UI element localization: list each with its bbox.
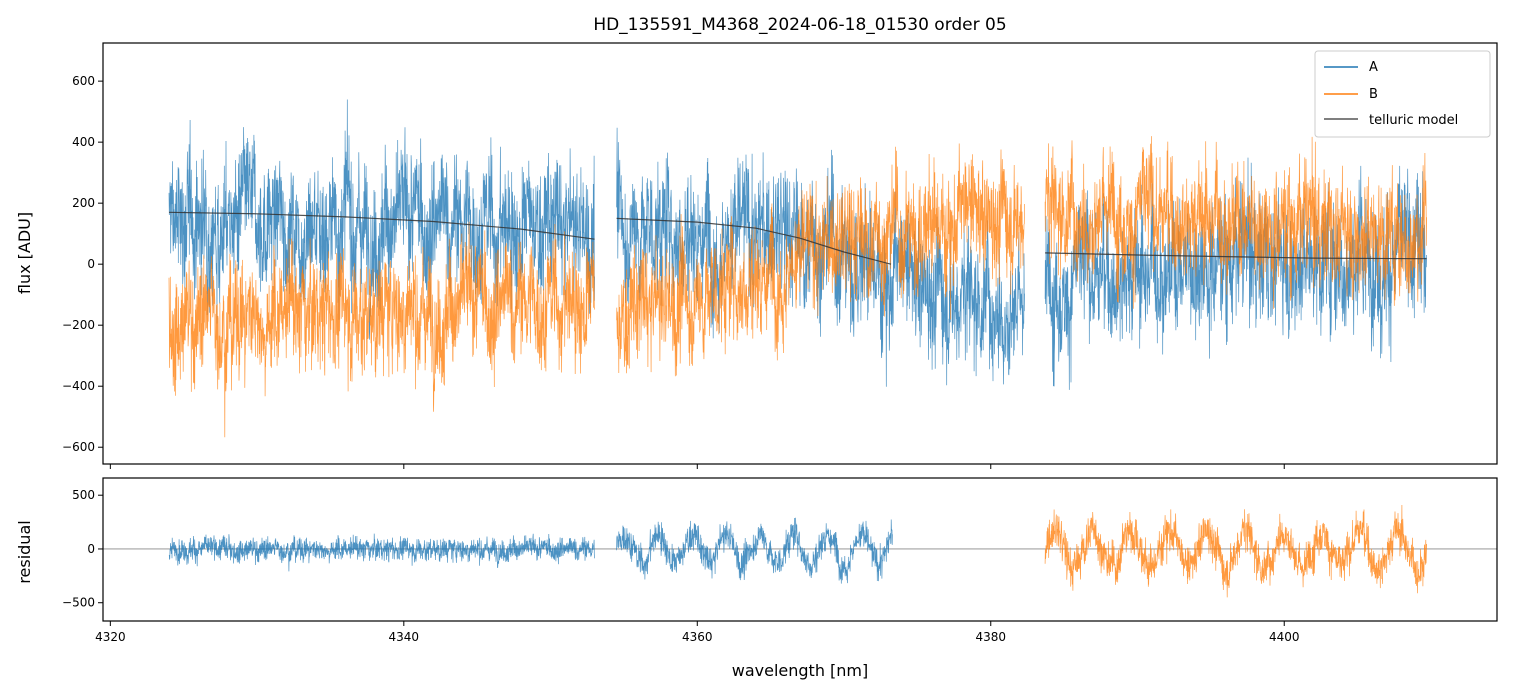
top-y-axis-label: flux [ADU] (15, 212, 34, 294)
x-tick-label: 4400 (1269, 630, 1300, 644)
residual-a-line (616, 517, 893, 584)
x-tick-label: 4340 (389, 630, 420, 644)
y-tick-label: 400 (72, 135, 95, 149)
y-tick-label: 0 (87, 257, 95, 271)
bottom-axes-frame (102, 477, 1498, 622)
legend-label-b: B (1369, 87, 1378, 102)
residual-a-line (168, 533, 595, 572)
y-tick-label: 0 (87, 542, 95, 556)
legend: A B telluric model (1314, 50, 1491, 138)
chart-title: HD_135591_M4368_2024-06-18_01530 order 0… (593, 15, 1006, 35)
series-b-line (168, 221, 595, 438)
y-tick-label: 200 (72, 196, 95, 210)
series-b-line (1044, 136, 1427, 309)
bottom-plot-area (103, 504, 1497, 598)
bottom-y-ticks: −500 0 500 (62, 488, 103, 610)
top-axes: −600 −400 −200 0 200 400 600 flux [ADU] A B te… (15, 42, 1498, 469)
legend-label-a: A (1369, 60, 1378, 75)
series-a-line (616, 127, 1025, 387)
top-x-ticks (109, 464, 1285, 469)
legend-label-telluric: telluric model (1369, 113, 1458, 128)
series-telluric-model-line (168, 211, 1427, 265)
y-tick-label: −400 (62, 379, 95, 393)
bottom-axes: −500 0 500 4320 4340 4360 4380 4400 residual w… (15, 477, 1498, 680)
top-axes-frame (102, 42, 1498, 465)
y-tick-label: −500 (62, 596, 95, 610)
y-tick-label: 500 (72, 488, 95, 502)
top-y-ticks: −600 −400 −200 0 200 400 600 (62, 74, 103, 454)
x-tick-label: 4360 (682, 630, 713, 644)
bottom-x-ticks: 4320 4340 4360 4380 4400 (95, 621, 1300, 644)
y-tick-label: −600 (62, 440, 95, 454)
x-tick-label: 4320 (95, 630, 126, 644)
y-tick-label: 600 (72, 74, 95, 88)
y-tick-label: −200 (62, 318, 95, 332)
x-axis-label: wavelength [nm] (732, 661, 869, 680)
x-tick-label: 4380 (975, 630, 1006, 644)
series-a-line (168, 99, 595, 340)
legend-box (1314, 50, 1491, 138)
top-plot-area (168, 99, 1427, 438)
bottom-y-axis-label: residual (15, 520, 34, 583)
residual-b-line (1044, 504, 1427, 598)
